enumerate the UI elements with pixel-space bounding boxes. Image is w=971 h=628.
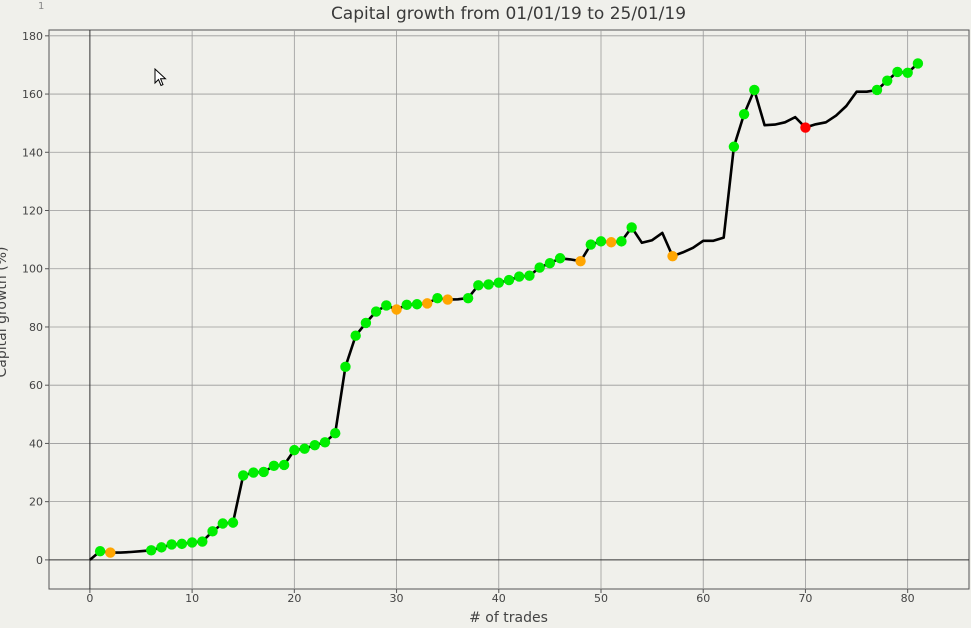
trade-marker-green	[595, 236, 607, 247]
y-tick-label: 160	[22, 88, 43, 101]
trade-marker-green	[268, 460, 280, 472]
y-tick-label: 60	[29, 379, 43, 392]
plot-area	[48, 29, 970, 590]
trade-marker-green	[176, 538, 188, 550]
x-tick-label: 30	[390, 592, 404, 605]
y-tick-label: 120	[22, 205, 43, 218]
trade-marker-green	[902, 67, 913, 78]
trade-marker-orange	[105, 547, 116, 558]
x-tick-label: 0	[86, 592, 93, 605]
y-tick-label: 80	[29, 321, 43, 334]
mouse-cursor-icon	[154, 68, 167, 87]
trade-marker-red	[800, 122, 811, 133]
trade-marker-green	[411, 299, 423, 310]
trade-marker-green	[749, 84, 760, 96]
x-tick-label: 80	[901, 592, 915, 605]
trade-marker-orange	[391, 304, 402, 315]
trade-marker-green	[146, 545, 157, 556]
chart-title: Capital growth from 01/01/19 to 25/01/19	[330, 4, 687, 24]
trade-marker-green	[248, 467, 259, 478]
x-tick-label: 20	[287, 592, 301, 605]
trade-marker-green	[207, 526, 218, 537]
trade-marker-green	[330, 428, 341, 439]
window-corner-label: 1	[38, 1, 45, 12]
trade-marker-green	[227, 517, 239, 528]
trade-marker-green	[585, 239, 596, 250]
trade-marker-green	[401, 299, 412, 311]
trade-marker-green	[473, 280, 484, 291]
trade-marker-green	[626, 222, 637, 233]
tick-labels: 0 10 20 30 40 50 60 70 80 0 20 40 60 80 100 120 140 160 18…	[22, 30, 915, 605]
trade-marker-green	[166, 539, 177, 550]
trade-marker-green	[381, 300, 392, 311]
trade-marker-green	[534, 262, 545, 273]
x-tick-label: 40	[492, 592, 506, 605]
x-axis-label: # of trades	[469, 610, 548, 626]
x-tick-label: 50	[594, 592, 608, 605]
trade-marker-green	[871, 84, 883, 96]
trade-marker-orange	[575, 255, 586, 267]
trade-marker-green	[319, 437, 331, 448]
trade-marker-green	[882, 75, 893, 86]
trade-marker-orange	[442, 294, 453, 305]
y-tick-label: 0	[36, 554, 43, 567]
trade-marker-orange	[422, 298, 433, 309]
trade-marker-green	[524, 270, 535, 281]
trade-marker-green	[340, 361, 351, 373]
trade-marker-green	[738, 108, 750, 120]
trade-marker-green	[156, 542, 167, 553]
trade-marker-green	[350, 330, 361, 341]
y-tick-label: 40	[29, 437, 43, 450]
axis-zero-lines	[49, 30, 969, 589]
trade-marker-green	[728, 141, 740, 152]
trade-marker-green	[432, 292, 443, 304]
y-tick-label: 100	[22, 263, 43, 276]
y-tick-label: 140	[22, 146, 43, 159]
trade-marker-green	[360, 317, 372, 329]
trade-marker-green	[892, 66, 903, 78]
trade-marker-green	[289, 444, 300, 456]
trade-marker-green	[503, 274, 515, 286]
trade-marker-green	[616, 236, 627, 247]
trade-marker-green	[554, 253, 566, 264]
x-tick-label: 60	[696, 592, 710, 605]
trade-marker-green	[299, 443, 310, 454]
trade-marker-green	[94, 545, 106, 557]
trade-marker-green	[186, 537, 198, 548]
x-tick-label: 70	[798, 592, 812, 605]
grid-lines	[49, 30, 969, 589]
trade-marker-green	[493, 277, 504, 288]
x-tick-label: 10	[185, 592, 199, 605]
trade-marker-green	[370, 306, 382, 317]
trade-markers	[94, 58, 924, 558]
trade-marker-green	[309, 439, 320, 451]
trade-marker-green	[217, 518, 228, 529]
trade-marker-green	[258, 466, 269, 478]
y-tick-label: 180	[22, 30, 43, 43]
trade-marker-green	[462, 292, 474, 304]
trade-marker-green	[483, 279, 494, 290]
trade-marker-green	[514, 271, 525, 282]
trade-marker-green	[197, 536, 208, 547]
trade-marker-green	[912, 58, 924, 69]
trade-marker-green	[238, 470, 249, 481]
y-tick-label: 20	[29, 496, 43, 509]
trade-marker-green	[278, 459, 290, 471]
trade-marker-orange	[667, 251, 678, 262]
trade-marker-orange	[606, 237, 617, 248]
trade-marker-green	[544, 258, 556, 269]
